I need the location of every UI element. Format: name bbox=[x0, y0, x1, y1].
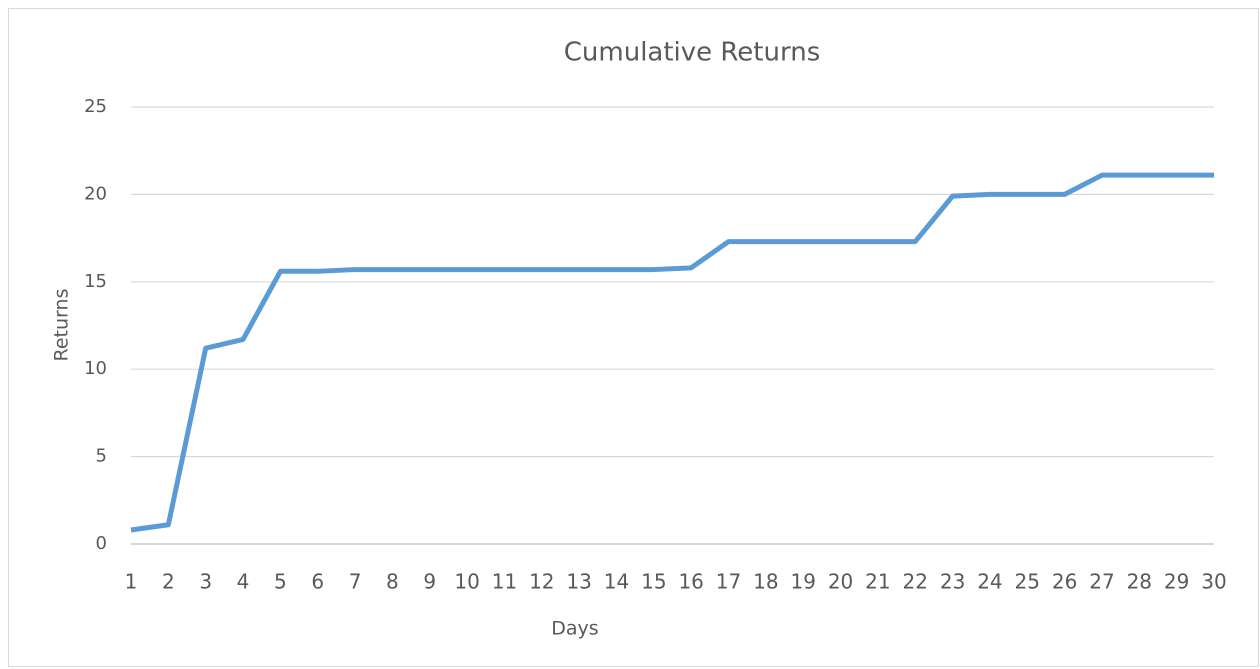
x-tick-label: 22 bbox=[903, 570, 928, 594]
y-tick-label: 25 bbox=[84, 96, 107, 117]
y-tick-label: 20 bbox=[84, 183, 107, 204]
x-tick-label: 30 bbox=[1201, 570, 1226, 594]
y-tick-label: 10 bbox=[84, 358, 107, 379]
x-tick-label: 7 bbox=[349, 570, 362, 594]
x-tick-label: 6 bbox=[311, 570, 324, 594]
x-tick-label: 4 bbox=[237, 570, 250, 594]
line-series bbox=[130, 172, 1214, 533]
chart-title: Cumulative Returns bbox=[564, 38, 820, 68]
x-tick-label: 16 bbox=[678, 570, 703, 594]
x-tick-label: 11 bbox=[492, 570, 517, 594]
x-axis-title: Days bbox=[551, 618, 598, 640]
x-tick-label: 29 bbox=[1164, 570, 1189, 594]
y-tick-label: 0 bbox=[96, 533, 107, 554]
x-tick-label: 15 bbox=[641, 570, 666, 594]
x-tick-label: 13 bbox=[566, 570, 591, 594]
x-tick-label: 9 bbox=[423, 570, 436, 594]
x-tick-label: 21 bbox=[865, 570, 890, 594]
x-tick-label: 20 bbox=[828, 570, 853, 594]
x-tick-label: 28 bbox=[1127, 570, 1152, 594]
y-axis-title: Returns bbox=[51, 289, 73, 362]
y-tick-label: 5 bbox=[96, 446, 107, 467]
x-tick-label: 1 bbox=[125, 570, 138, 594]
x-tick-label: 3 bbox=[199, 570, 212, 594]
x-tick-label: 2 bbox=[162, 570, 175, 594]
x-tick-label: 18 bbox=[753, 570, 778, 594]
x-tick-label: 14 bbox=[604, 570, 629, 594]
x-tick-label: 10 bbox=[454, 570, 479, 594]
x-tick-label: 24 bbox=[977, 570, 1002, 594]
x-tick-label: 19 bbox=[790, 570, 815, 594]
y-tick-label: 15 bbox=[84, 271, 107, 292]
x-tick-label: 27 bbox=[1089, 570, 1114, 594]
x-tick-label: 26 bbox=[1052, 570, 1077, 594]
x-tick-label: 17 bbox=[716, 570, 741, 594]
x-tick-label: 8 bbox=[386, 570, 399, 594]
chart-frame bbox=[8, 8, 1259, 667]
x-tick-label: 25 bbox=[1015, 570, 1040, 594]
x-tick-label: 23 bbox=[940, 570, 965, 594]
x-tick-label: 5 bbox=[274, 570, 287, 594]
x-tick-label: 12 bbox=[529, 570, 554, 594]
